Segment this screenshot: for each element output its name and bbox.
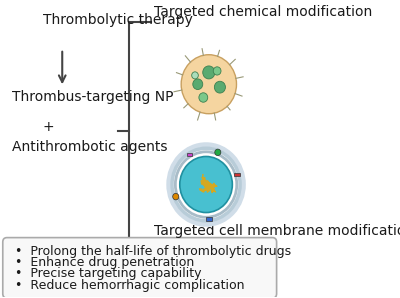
Text: Thrombus-targeting NP: Thrombus-targeting NP (12, 90, 174, 104)
Circle shape (203, 66, 215, 79)
Text: Targeted chemical modification: Targeted chemical modification (154, 5, 372, 19)
Text: •  Enhance drug penetration: • Enhance drug penetration (15, 256, 194, 269)
Text: +: + (43, 119, 54, 134)
Circle shape (193, 79, 203, 89)
Text: Thrombolytic therapy: Thrombolytic therapy (43, 13, 193, 27)
Text: •  Precise targeting capability: • Precise targeting capability (15, 268, 202, 280)
Circle shape (173, 193, 179, 200)
Circle shape (192, 72, 198, 79)
FancyBboxPatch shape (3, 238, 277, 298)
FancyBboxPatch shape (206, 217, 212, 221)
Text: •  Prolong the half-life of thrombolytic drugs: • Prolong the half-life of thrombolytic … (15, 245, 291, 258)
Text: Targeted cell membrane modification: Targeted cell membrane modification (154, 224, 400, 238)
Circle shape (181, 55, 236, 114)
Circle shape (214, 81, 226, 93)
Circle shape (215, 149, 221, 156)
Circle shape (180, 156, 232, 212)
Text: •  Reduce hemorrhagic complication: • Reduce hemorrhagic complication (15, 279, 245, 292)
FancyBboxPatch shape (234, 173, 240, 176)
Circle shape (199, 93, 208, 102)
Circle shape (213, 67, 221, 75)
FancyBboxPatch shape (187, 153, 192, 156)
Text: Antithrombotic agents: Antithrombotic agents (12, 140, 168, 154)
